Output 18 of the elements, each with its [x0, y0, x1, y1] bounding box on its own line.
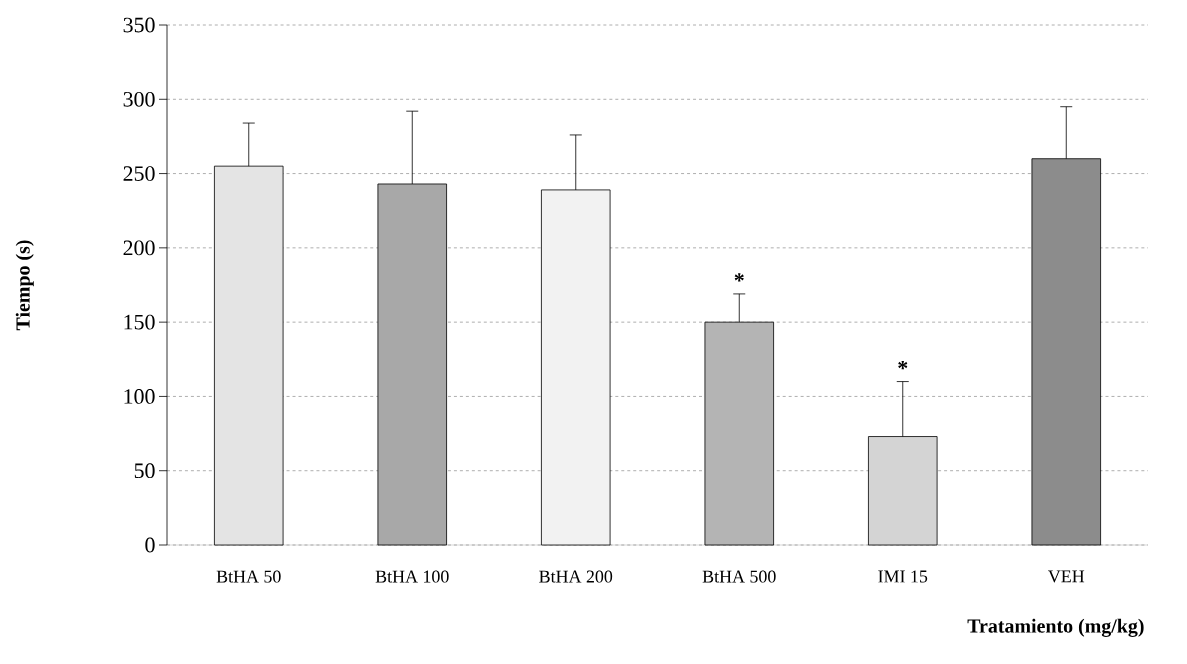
y-axis-title: Tiempo (s): [15, 240, 34, 331]
x-axis-title: Tratamiento (mg/kg): [967, 618, 1144, 637]
y-tick-label: 250: [123, 166, 155, 181]
y-tick-label: 350: [123, 17, 155, 33]
x-tick-label: BtHA 100: [375, 570, 449, 583]
y-tick-label: 50: [134, 463, 155, 479]
x-tick-label: BtHA 200: [539, 570, 613, 583]
x-tick-label: BtHA 50: [216, 570, 281, 583]
y-tick-label: 150: [124, 314, 155, 330]
annotation: *: [898, 360, 908, 370]
y-tick-label: 100: [124, 389, 155, 404]
y-tick-label: 200: [123, 240, 155, 256]
x-tick-label: BtHA 500: [702, 570, 776, 583]
y-tick-label: 0: [145, 537, 155, 553]
annotation: *: [734, 273, 744, 282]
y-tick-label: 300: [123, 91, 155, 107]
x-tick-label: VEH: [1048, 570, 1085, 583]
x-tick-label: IMI 15: [878, 570, 928, 583]
